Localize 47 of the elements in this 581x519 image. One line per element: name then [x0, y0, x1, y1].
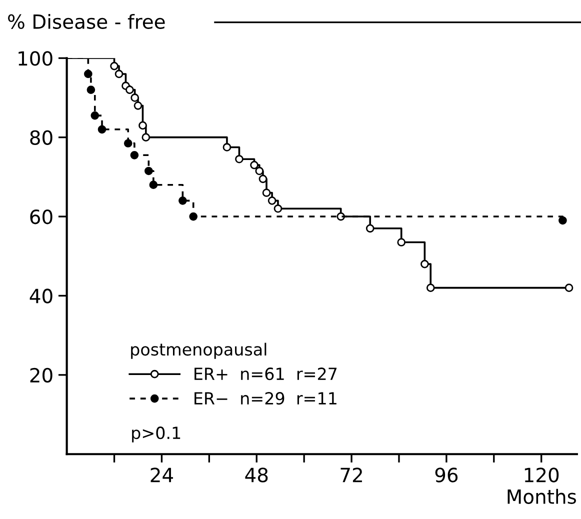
- x-tick-label: 24: [150, 468, 173, 482]
- point: [558, 216, 567, 225]
- x-tick-label: 72: [340, 468, 362, 482]
- y-tick-label: 100: [18, 51, 52, 66]
- point: [250, 160, 258, 170]
- point: [222, 143, 232, 152]
- point: [420, 260, 429, 268]
- point: [178, 196, 187, 205]
- point: [235, 154, 244, 164]
- x-tick-label: 96: [435, 468, 458, 482]
- point: [366, 224, 374, 233]
- y-tick-label: 20: [30, 368, 52, 383]
- point: [84, 70, 92, 78]
- legend-label: ER+ n=61 r=27: [194, 368, 337, 380]
- point: [134, 101, 142, 110]
- point: [130, 150, 139, 160]
- legend-title: postmenopausal: [131, 342, 266, 359]
- point: [144, 166, 153, 176]
- point: [90, 111, 100, 120]
- point: [274, 204, 282, 213]
- point: [98, 125, 106, 134]
- point: [564, 284, 574, 292]
- point: [114, 70, 124, 78]
- point: [426, 284, 435, 292]
- y-tick-label: 60: [30, 209, 52, 224]
- point: [255, 166, 264, 176]
- x-axis-title: Months: [508, 488, 576, 504]
- y-axis-title: % Disease - free: [8, 14, 165, 29]
- point: [262, 188, 271, 197]
- y-tick-label: 80: [30, 130, 52, 145]
- point: [124, 139, 132, 148]
- y-tick-label: 40: [30, 288, 52, 304]
- point: [86, 86, 96, 94]
- point: [142, 133, 150, 142]
- annotation: p>0.1: [132, 426, 180, 442]
- point: [126, 86, 134, 94]
- legend-label: ER− n=29 r=11: [194, 392, 336, 405]
- point: [149, 180, 158, 190]
- point: [110, 62, 118, 70]
- point: [130, 94, 139, 102]
- x-tick-label: 120: [524, 468, 559, 482]
- x-tick-label: 48: [245, 468, 268, 482]
- point: [258, 174, 268, 184]
- point: [397, 238, 406, 246]
- point: [268, 196, 276, 205]
- point: [189, 212, 198, 221]
- point: [138, 121, 147, 130]
